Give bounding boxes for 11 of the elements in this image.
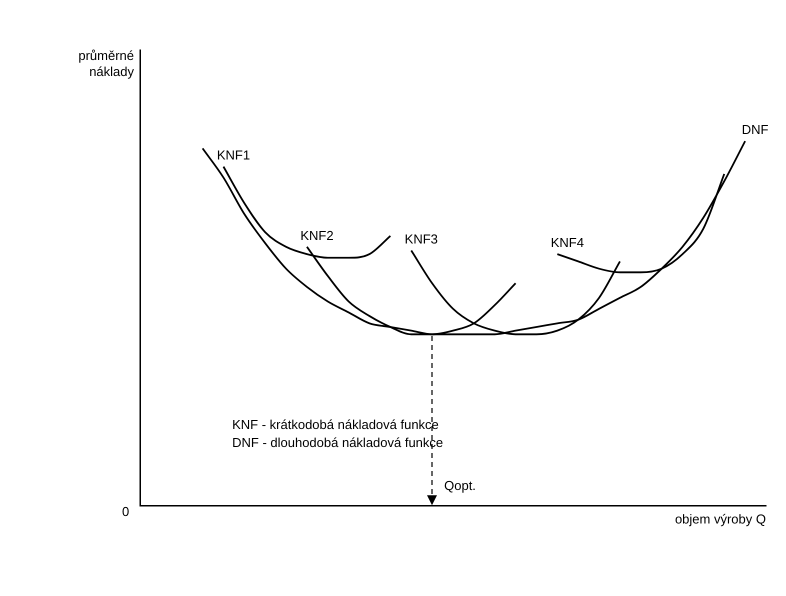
series-label: KNF3 [404, 232, 438, 247]
series-label: DNF [742, 122, 769, 138]
series-label: KNF4 [550, 235, 584, 250]
annotation: KNF - krátkodobá nákladová funkce [232, 416, 440, 434]
series-label: KNF2 [300, 228, 334, 243]
annotation: DNF - dlouhodobá nákladová funkce [232, 434, 444, 452]
y-axis-title: průměrné náklady [78, 48, 134, 80]
x-axis-title: objem výroby Q [674, 512, 766, 527]
series-label: KNF1 [216, 148, 250, 163]
annotation: Qopt. [444, 478, 476, 493]
text: 0 [122, 504, 130, 519]
